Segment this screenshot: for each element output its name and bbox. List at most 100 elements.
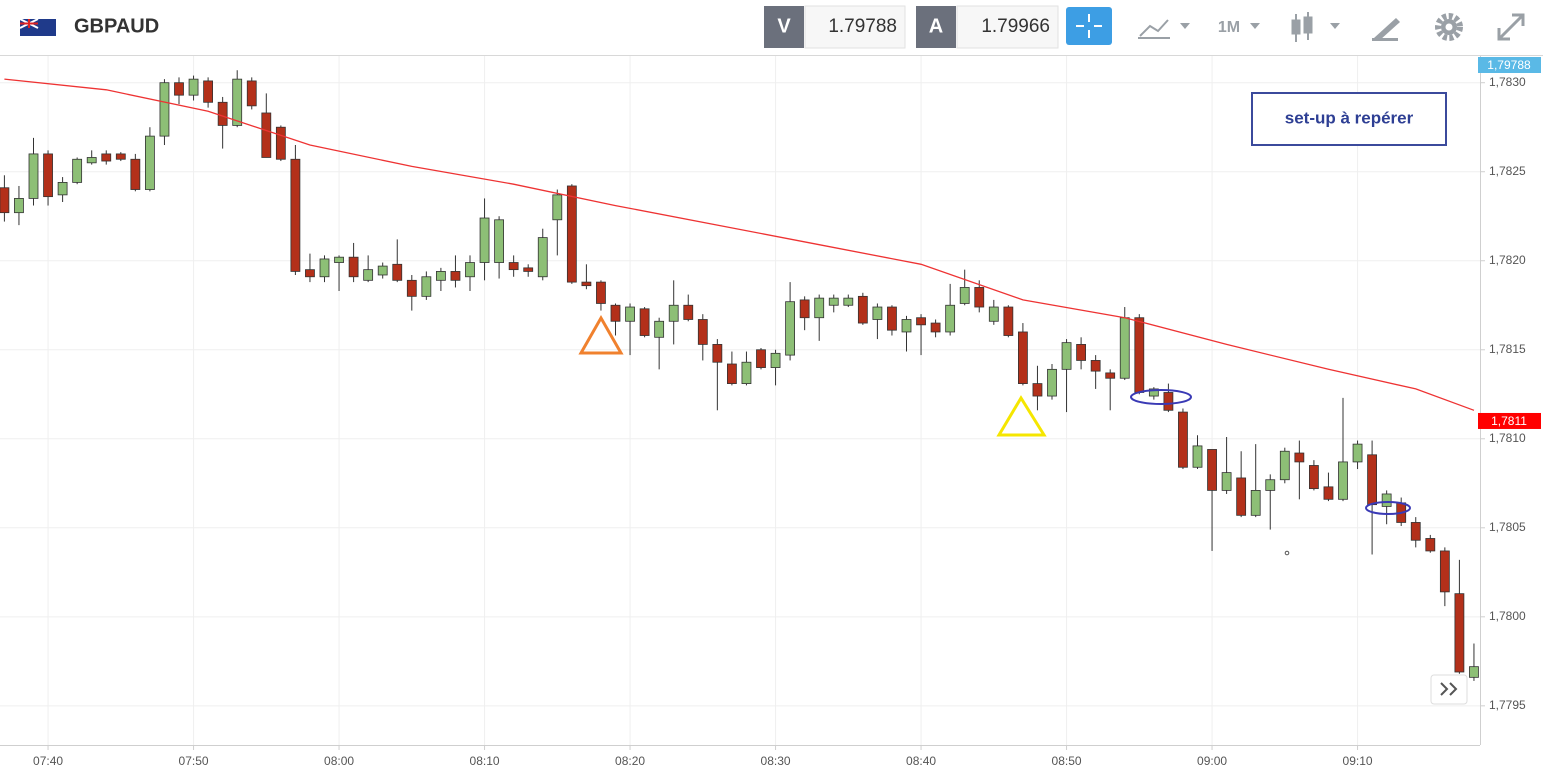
candle-body bbox=[1221, 472, 1232, 491]
y-tick-label: 1,7795 bbox=[1489, 698, 1526, 712]
candle-body bbox=[450, 271, 461, 281]
candle-body bbox=[1338, 461, 1348, 500]
marker-ellipse bbox=[1365, 501, 1411, 515]
candle-body bbox=[1469, 666, 1479, 678]
candle-body bbox=[1192, 445, 1203, 468]
candle-body bbox=[115, 153, 126, 160]
candle-body bbox=[1425, 538, 1436, 552]
candle-body bbox=[435, 271, 446, 281]
crosshair-button[interactable] bbox=[1066, 7, 1112, 45]
fullscreen-button[interactable] bbox=[1497, 13, 1525, 41]
candle-body bbox=[945, 304, 956, 333]
bid-label: V bbox=[777, 15, 791, 37]
candle-body bbox=[756, 349, 766, 368]
candle-body bbox=[188, 78, 199, 96]
bid-button[interactable] bbox=[764, 6, 804, 48]
candle-body bbox=[1309, 465, 1319, 490]
candle-body bbox=[1047, 368, 1057, 397]
candle-body bbox=[421, 276, 432, 297]
candle-body bbox=[246, 80, 257, 107]
candle-body bbox=[959, 287, 970, 304]
candle-body bbox=[581, 281, 592, 287]
y-tick-label: 1,7815 bbox=[1489, 342, 1526, 356]
candle-body bbox=[1178, 411, 1188, 468]
candle-body bbox=[1119, 317, 1130, 379]
marker-triangle bbox=[996, 395, 1047, 437]
settings-button[interactable] bbox=[1435, 13, 1463, 41]
candle-body bbox=[697, 319, 708, 345]
candle-body bbox=[1279, 450, 1290, 481]
x-tick-label: 08:20 bbox=[615, 754, 645, 768]
candle-body bbox=[552, 194, 563, 221]
candle-body bbox=[130, 158, 141, 190]
flag-icon bbox=[19, 18, 56, 36]
candle-body bbox=[144, 135, 155, 190]
candle-body bbox=[159, 82, 170, 137]
candle-body bbox=[1090, 360, 1101, 372]
candle-body bbox=[974, 287, 985, 308]
annotation: set-up à repérer bbox=[1285, 108, 1414, 127]
candle-body bbox=[1352, 443, 1363, 463]
x-tick-label: 08:00 bbox=[324, 754, 354, 768]
candle-body bbox=[348, 256, 359, 278]
candle-body bbox=[1367, 454, 1377, 506]
candle-body bbox=[988, 306, 999, 322]
candle-body bbox=[377, 265, 388, 276]
candle-body bbox=[290, 158, 301, 272]
timeframe[interactable]: 1M bbox=[1218, 19, 1240, 36]
candle-style-button[interactable] bbox=[1291, 12, 1340, 42]
candle-body bbox=[1323, 486, 1334, 500]
chart-type-button[interactable] bbox=[1138, 19, 1190, 39]
candle-body bbox=[610, 304, 621, 322]
candle-body bbox=[1236, 477, 1247, 516]
candle-body bbox=[741, 361, 752, 384]
ask-button[interactable] bbox=[916, 6, 956, 48]
candle-body bbox=[1381, 493, 1392, 507]
candle-body bbox=[1265, 479, 1276, 491]
price-tag bbox=[1478, 57, 1541, 73]
candle-body bbox=[625, 306, 635, 322]
candle-body bbox=[101, 153, 112, 162]
candle-body bbox=[261, 112, 272, 158]
candle-body bbox=[86, 157, 97, 164]
candle-body bbox=[1018, 331, 1028, 384]
candle-body bbox=[334, 256, 344, 263]
candle-body bbox=[901, 319, 912, 333]
ask-label: A bbox=[929, 15, 943, 37]
y-tick-label: 1,7825 bbox=[1489, 164, 1526, 178]
ask-price: 1.79966 bbox=[981, 16, 1050, 37]
x-tick-label: 08:10 bbox=[470, 754, 500, 768]
moving-average bbox=[4, 78, 1475, 411]
x-tick-label: 07:50 bbox=[179, 754, 209, 768]
candle-body bbox=[1134, 317, 1145, 393]
candle-body bbox=[1061, 342, 1072, 370]
annotation-box bbox=[1251, 92, 1447, 146]
y-tick-label: 1,7830 bbox=[1489, 75, 1526, 89]
candle-body bbox=[1250, 490, 1261, 516]
candle-body bbox=[305, 269, 315, 278]
candle-body bbox=[14, 198, 24, 214]
candle-body bbox=[930, 322, 941, 333]
candle-body bbox=[1076, 344, 1086, 361]
scroll-button[interactable] bbox=[1430, 674, 1468, 705]
candle-body bbox=[857, 295, 868, 324]
price-tag-label: 1,79788 bbox=[1487, 58, 1531, 72]
candle-body bbox=[363, 269, 374, 281]
drawing-button[interactable] bbox=[1372, 18, 1400, 41]
x-tick-label: 07:40 bbox=[33, 754, 63, 768]
candle-body bbox=[57, 182, 68, 196]
candle-body bbox=[1454, 593, 1465, 673]
y-tick-label: 1,7810 bbox=[1489, 431, 1526, 445]
candle-body bbox=[1003, 306, 1014, 336]
x-tick-label: 08:40 bbox=[906, 754, 936, 768]
timeframe-arrow bbox=[1250, 23, 1260, 29]
candle-body bbox=[828, 297, 839, 306]
candle-body bbox=[814, 297, 825, 319]
candle-body bbox=[727, 363, 737, 384]
candle-body bbox=[1294, 452, 1305, 463]
candle-body bbox=[406, 279, 417, 297]
candle-body bbox=[232, 78, 243, 126]
price-tag-label: 1,7811 bbox=[1491, 414, 1527, 428]
marker-ellipse bbox=[1130, 389, 1192, 405]
ask-field bbox=[956, 5, 1059, 49]
